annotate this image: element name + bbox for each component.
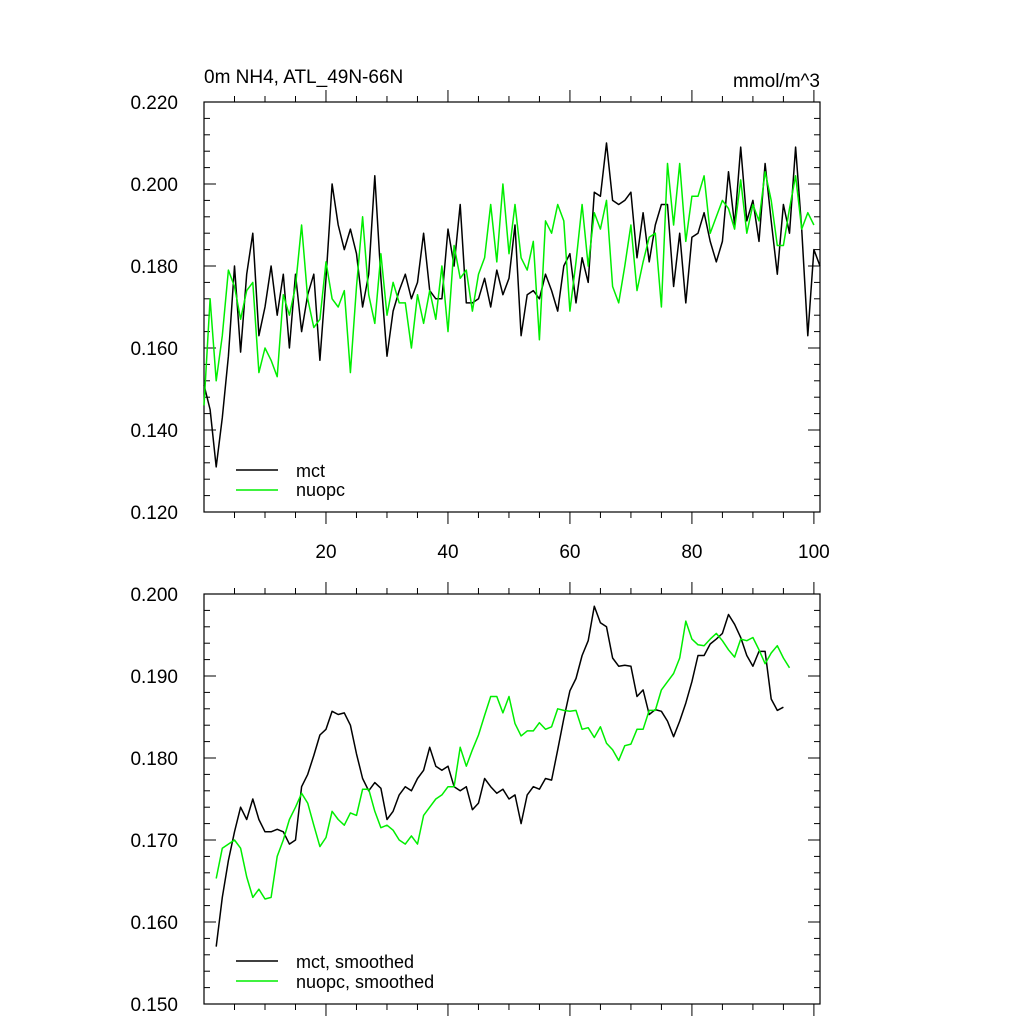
units-label: mmol/m^3 bbox=[733, 71, 820, 92]
x-tick-label: 80 bbox=[681, 542, 702, 563]
series-line-nuopc bbox=[203, 162, 815, 406]
y-tick-label: 0.180 bbox=[130, 749, 178, 770]
x-tick-label: 20 bbox=[315, 542, 336, 563]
series-line-mct bbox=[203, 142, 821, 468]
bottom-ticks bbox=[204, 582, 820, 1016]
y-tick-label: 0.140 bbox=[130, 421, 178, 442]
top-panel: 0m NH4, ATL_49N-66N mmol/m^3 0.1200.1400… bbox=[130, 67, 829, 563]
top-plot-frame bbox=[203, 101, 821, 513]
y-tick-label: 0.120 bbox=[130, 503, 178, 524]
legend-label-mct-smoothed: mct, smoothed bbox=[296, 952, 414, 972]
y-tick-label: 0.190 bbox=[130, 667, 178, 688]
series-line-mct-smoothed bbox=[215, 605, 784, 947]
legend-label-mct: mct bbox=[296, 461, 325, 481]
bottom-plot-frame bbox=[203, 593, 821, 1005]
x-tick-label: 60 bbox=[559, 542, 580, 563]
x-tick-label: 40 bbox=[437, 542, 458, 563]
bottom-series-lines bbox=[215, 605, 791, 947]
chart-title: 0m NH4, ATL_49N-66N bbox=[204, 67, 403, 88]
y-tick-label: 0.180 bbox=[130, 257, 178, 278]
legend-label-nuopc-smoothed: nuopc, smoothed bbox=[296, 972, 434, 992]
series-line-nuopc-smoothed bbox=[215, 620, 791, 900]
y-tick-label: 0.160 bbox=[130, 913, 178, 934]
y-tick-label: 0.150 bbox=[130, 995, 178, 1016]
y-tick-label: 0.200 bbox=[130, 585, 178, 606]
y-tick-label: 0.160 bbox=[130, 339, 178, 360]
top-legend: mct nuopc bbox=[236, 461, 345, 500]
y-tick-label: 0.200 bbox=[130, 175, 178, 196]
bottom-legend: mct, smoothed nuopc, smoothed bbox=[236, 952, 434, 992]
legend-label-nuopc: nuopc bbox=[296, 480, 345, 500]
y-tick-label: 0.170 bbox=[130, 831, 178, 852]
bottom-panel: 0.150 0.160 0.170 0.180 0.190 0.200 mct, smoo… bbox=[130, 582, 821, 1016]
x-tick-label: 100 bbox=[798, 542, 830, 563]
top-series-lines bbox=[203, 142, 821, 468]
top-x-tick-labels: 20 40 60 80 100 bbox=[315, 542, 829, 563]
top-ticks bbox=[204, 90, 820, 524]
top-y-tick-labels: 0.120 0.140 0.160 0.180 0.200 0.220 bbox=[130, 93, 178, 524]
bottom-y-tick-labels: 0.150 0.160 0.170 0.180 0.190 0.200 bbox=[130, 585, 178, 1016]
y-tick-label: 0.220 bbox=[130, 93, 178, 114]
